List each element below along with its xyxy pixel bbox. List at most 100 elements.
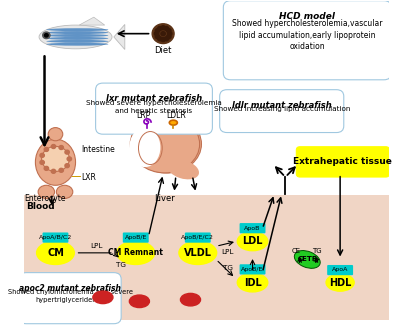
- Polygon shape: [114, 24, 125, 49]
- Ellipse shape: [169, 120, 177, 125]
- Ellipse shape: [132, 115, 202, 173]
- Ellipse shape: [38, 185, 54, 199]
- Text: CETP: CETP: [297, 257, 317, 262]
- Circle shape: [65, 164, 69, 168]
- Text: Showed hypercholesterolemia,vascular
lipid accumulation,early lipoprotein
oxidat: Showed hypercholesterolemia,vascular lip…: [232, 19, 382, 51]
- Circle shape: [65, 150, 69, 154]
- Text: CM: CM: [47, 248, 64, 258]
- Ellipse shape: [326, 274, 354, 291]
- Circle shape: [158, 26, 162, 30]
- Ellipse shape: [132, 132, 158, 162]
- Ellipse shape: [130, 115, 200, 173]
- Text: Liver: Liver: [154, 194, 175, 203]
- Text: ApoB/E/C2: ApoB/E/C2: [181, 235, 214, 240]
- Circle shape: [152, 24, 174, 44]
- Ellipse shape: [46, 43, 108, 46]
- Text: ApoB/E: ApoB/E: [124, 235, 147, 240]
- FancyBboxPatch shape: [19, 273, 121, 324]
- FancyBboxPatch shape: [223, 1, 391, 80]
- Ellipse shape: [117, 241, 155, 264]
- Text: HDL: HDL: [329, 277, 351, 288]
- Text: Extrahepatic tissue: Extrahepatic tissue: [294, 157, 392, 166]
- Polygon shape: [79, 17, 105, 25]
- Text: Showed increasing lipid accumulation: Showed increasing lipid accumulation: [214, 106, 350, 112]
- Text: ldlr mutant zebrafish: ldlr mutant zebrafish: [232, 101, 332, 110]
- Text: ApoB/E: ApoB/E: [241, 267, 264, 272]
- Text: Showed severe hypercholesterolemia
and hepatic steatosis: Showed severe hypercholesterolemia and h…: [86, 100, 222, 114]
- FancyBboxPatch shape: [123, 232, 149, 243]
- Text: lxr mutant zebrafish: lxr mutant zebrafish: [106, 94, 202, 103]
- Text: CM Remnant: CM Remnant: [108, 248, 163, 257]
- Circle shape: [158, 37, 162, 41]
- Circle shape: [167, 35, 171, 39]
- Ellipse shape: [129, 295, 150, 307]
- Ellipse shape: [237, 232, 268, 251]
- Ellipse shape: [46, 40, 108, 43]
- Ellipse shape: [237, 273, 268, 292]
- Text: LXR: LXR: [81, 172, 96, 181]
- Circle shape: [67, 157, 72, 161]
- Ellipse shape: [36, 241, 74, 264]
- Circle shape: [44, 34, 48, 37]
- Text: ApoB: ApoB: [244, 225, 261, 230]
- Circle shape: [167, 29, 171, 33]
- Text: HCD model: HCD model: [279, 12, 335, 21]
- Text: LRP: LRP: [136, 111, 150, 120]
- Ellipse shape: [46, 28, 108, 31]
- FancyBboxPatch shape: [185, 232, 211, 243]
- Text: TG: TG: [223, 265, 233, 271]
- Circle shape: [161, 38, 165, 42]
- FancyBboxPatch shape: [42, 232, 68, 243]
- Text: LDLR: LDLR: [166, 111, 186, 120]
- Circle shape: [51, 169, 56, 173]
- Circle shape: [59, 146, 64, 150]
- Ellipse shape: [179, 241, 217, 264]
- FancyBboxPatch shape: [240, 264, 266, 274]
- Circle shape: [42, 146, 69, 171]
- Ellipse shape: [46, 31, 108, 34]
- Circle shape: [168, 32, 172, 36]
- Circle shape: [161, 26, 165, 30]
- Circle shape: [154, 32, 159, 36]
- Ellipse shape: [180, 293, 200, 306]
- Circle shape: [44, 166, 48, 170]
- FancyBboxPatch shape: [24, 195, 389, 320]
- FancyBboxPatch shape: [96, 83, 212, 134]
- Text: LDL: LDL: [242, 236, 263, 246]
- FancyBboxPatch shape: [220, 90, 344, 132]
- Ellipse shape: [48, 127, 63, 141]
- Text: LPL: LPL: [90, 243, 102, 249]
- Circle shape: [40, 161, 44, 165]
- Text: IDL: IDL: [244, 277, 262, 288]
- Circle shape: [155, 29, 160, 33]
- Circle shape: [164, 26, 168, 30]
- Ellipse shape: [39, 25, 112, 49]
- Ellipse shape: [46, 37, 108, 40]
- FancyBboxPatch shape: [296, 147, 389, 177]
- Text: TG: TG: [116, 262, 126, 268]
- Circle shape: [164, 37, 168, 41]
- Circle shape: [51, 145, 56, 149]
- Text: LPL: LPL: [221, 249, 234, 255]
- FancyBboxPatch shape: [327, 265, 353, 275]
- Text: VLDL: VLDL: [184, 248, 212, 258]
- Text: apoc2 mutant zebrafish: apoc2 mutant zebrafish: [19, 283, 121, 293]
- Ellipse shape: [56, 185, 73, 199]
- Ellipse shape: [93, 291, 113, 304]
- Text: ApoA: ApoA: [332, 267, 348, 272]
- Circle shape: [44, 148, 48, 151]
- Ellipse shape: [35, 139, 76, 185]
- Text: Enterocyte: Enterocyte: [24, 194, 65, 203]
- Ellipse shape: [294, 251, 320, 268]
- Circle shape: [43, 32, 50, 39]
- Circle shape: [161, 32, 165, 36]
- Text: CE: CE: [292, 248, 301, 254]
- Circle shape: [155, 35, 160, 39]
- Text: Diet: Diet: [154, 46, 172, 55]
- Text: Showed chylomicronemia and severe
hypertriglyceridemia: Showed chylomicronemia and severe hypert…: [8, 289, 132, 303]
- Circle shape: [40, 153, 44, 157]
- Ellipse shape: [129, 127, 160, 167]
- Ellipse shape: [46, 34, 108, 37]
- Text: ApoA/B/C2: ApoA/B/C2: [39, 235, 72, 240]
- FancyBboxPatch shape: [240, 223, 266, 233]
